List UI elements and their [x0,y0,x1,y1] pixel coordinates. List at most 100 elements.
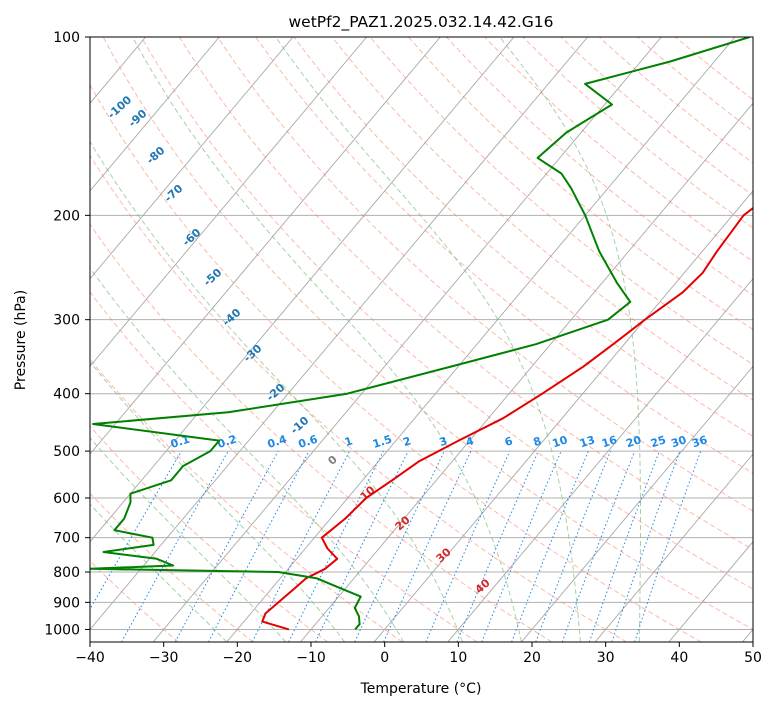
isotherm-line [594,453,753,642]
dry-adiabat-line [90,83,702,642]
x-tick-label: −20 [223,650,253,666]
mixing-ratio-line [425,450,511,642]
x-tick-label: 30 [597,650,615,666]
moist-adiabat-line [90,361,346,642]
mixing-ratio-line [634,450,702,642]
x-axis-label: Temperature (°C) [360,681,482,697]
x-axis-ticks: −40 −30 −20 −10 0 10 20 30 40 50 [75,642,762,666]
moist-adiabat-line [132,37,522,642]
isotherm-line [152,37,662,642]
mixing-ratio-line [535,450,611,642]
plot-frame [89,36,754,643]
dry-adiabat-line [90,425,328,642]
moist-adiabat-line [90,140,463,642]
mixing-ratio-label: 2 [401,434,412,449]
dry-adiabat-line [90,223,553,642]
isotherm-line [90,37,294,280]
isotherm-line [521,365,753,642]
x-tick-label: 0 [380,650,389,666]
isobar-grid [90,37,753,630]
dry-adiabat-line [560,37,753,196]
mixing-ratio-label: 4 [464,434,476,449]
mixing-ratio-line [561,450,636,642]
y-tick-label: 800 [53,565,80,581]
mixing-ratio-label: 16 [600,433,619,450]
x-tick-label: 50 [744,650,762,666]
mixing-ratio-label: 25 [649,433,668,450]
mixing-ratio-line [588,450,660,642]
dry-adiabat-line [217,37,753,512]
mixing-ratio-lines: 0.1 0.2 0.4 0.6 1 1.5 2 3 4 6 8 10 13 16 20 25 30 36 [90,432,709,642]
x-tick-label: 10 [449,650,467,666]
mixing-ratio-label: 20 [624,433,643,450]
plot-area: 0.1 0.2 0.4 0.6 1 1.5 2 3 4 6 8 10 13 16 20 25 30 36 -100… [90,37,753,642]
y-tick-label: 200 [53,208,80,224]
moist-adiabat-line [90,503,228,642]
x-tick-label: −30 [149,650,179,666]
isotherm-line [90,37,588,631]
dry-adiabat-line [331,37,753,401]
dry-adiabat-line [369,37,753,366]
y-tick-label: 500 [53,444,80,460]
chart-title: wetPf2_PAZ1.2025.032.14.42.G16 [289,13,554,32]
mixing-ratio-line [288,450,384,642]
mixing-ratio-label: 0.6 [297,432,320,450]
y-axis-label: Pressure (hPa) [13,290,29,390]
dry-adiabat-line [90,492,254,642]
mixing-ratio-line [456,450,539,642]
isotherm-grid [90,37,753,642]
dry-adiabat-line [102,37,753,631]
mixing-ratio-label: 3 [438,434,449,449]
mixing-ratio-label: 8 [532,434,543,449]
moist-adiabat-line [90,267,405,642]
mixing-ratio-line [481,450,562,642]
dry-adiabat-line [598,37,753,164]
moist-adiabat-line [90,437,287,642]
y-tick-label: 300 [53,313,80,329]
y-tick-label: 100 [53,30,80,46]
y-tick-label: 700 [53,531,80,547]
mixing-ratio-line [207,450,310,642]
x-tick-label: −40 [75,650,105,666]
x-tick-label: 20 [523,650,541,666]
moist-adiabat-line [275,37,581,642]
mixing-ratio-label: 0.4 [266,432,289,450]
y-axis-ticks: 100 200 300 400 500 600 700 800 900 1000 [44,30,90,638]
y-tick-label: 400 [53,387,80,403]
y-tick-label: 600 [53,491,80,507]
isotherm-line [447,277,753,642]
profiles [90,37,753,631]
dry-adiabat-line [293,37,753,437]
mixing-ratio-label: 36 [690,433,709,450]
temperature-profile-line [261,206,753,631]
isotherm-line [373,190,753,642]
mixing-ratio-line [174,450,279,642]
mixing-ratio-line [611,450,681,642]
y-tick-label: 1000 [44,622,80,638]
mixing-ratio-label: 0.2 [216,433,239,451]
mixing-ratio-label: 1 [343,434,354,449]
isotherm-line [90,37,441,455]
mixing-ratio-line [511,450,589,642]
x-tick-label: 40 [670,650,688,666]
mixing-ratio-label: 30 [670,433,689,450]
dry-adiabat-line [90,291,478,642]
isotherm-line [90,37,220,192]
dry-adiabat-line [407,37,753,331]
x-tick-label: −10 [296,650,326,666]
mixing-ratio-label: 6 [503,434,515,449]
isotherm-line [90,37,367,368]
mixing-ratio-label: 1.5 [371,433,394,451]
y-tick-label: 900 [53,595,80,611]
moist-adiabats [90,37,641,642]
dry-adiabat-line [484,37,753,262]
isotherm-line [226,37,736,642]
dry-adiabat-line [90,154,627,642]
dry-adiabat-line [178,37,753,551]
dewpoint-profile-line [90,37,750,631]
mixing-ratio-label: 10 [551,433,570,450]
mixing-ratio-label: 13 [578,433,597,450]
mixing-ratio-line [121,450,229,642]
dry-adiabat-line [140,37,753,590]
